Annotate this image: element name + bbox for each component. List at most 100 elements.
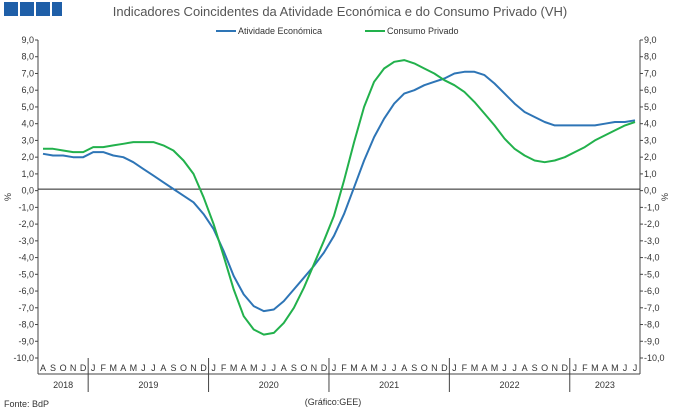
x-year-label: 2019 (138, 380, 158, 390)
y-tick-label-left: 1,0 (21, 169, 34, 179)
x-month-label: J (512, 363, 517, 373)
x-month-label: F (582, 363, 588, 373)
x-month-label: A (120, 363, 126, 373)
x-month-label: D (80, 363, 87, 373)
logo-square-2 (20, 2, 34, 16)
x-month-label: J (502, 363, 507, 373)
y-tick-label-right: 2,0 (644, 152, 657, 162)
x-month-label: D (562, 363, 569, 373)
x-month-label: S (50, 363, 56, 373)
y-tick-label-right: 7,0 (644, 68, 657, 78)
x-month-label: N (431, 363, 438, 373)
x-month-label: D (200, 363, 207, 373)
series-line-atividade (42, 70, 636, 313)
x-month-label: M (491, 363, 499, 373)
y-tick-label-left: 3,0 (21, 135, 34, 145)
y-tick-label-left: 0,0 (21, 186, 34, 196)
x-month-label: J (633, 363, 638, 373)
x-year-label: 2023 (595, 380, 615, 390)
y-tick-label-right: -7,0 (644, 303, 660, 313)
x-month-label: M (110, 363, 118, 373)
y-tick-label-left: -2,0 (18, 219, 34, 229)
x-month-label: A (160, 363, 166, 373)
chart-title: Indicadores Coincidentes da Atividade Ec… (113, 4, 568, 19)
x-month-label: N (190, 363, 197, 373)
x-month-label: A (40, 363, 46, 373)
x-month-label: M (230, 363, 238, 373)
legend: Atividade Económica Consumo Privado (216, 26, 459, 36)
y-tick-label-left: -1,0 (18, 202, 34, 212)
x-month-label: J (272, 363, 277, 373)
x-month-label: S (411, 363, 417, 373)
y-tick-label-left: 7,0 (21, 68, 34, 78)
logo-square-1 (4, 2, 18, 16)
x-month-label: A (602, 363, 608, 373)
x-month-label: M (471, 363, 479, 373)
x-month-label: A (241, 363, 247, 373)
y-tick-label-left: -8,0 (18, 320, 34, 330)
x-month-label: J (573, 363, 578, 373)
y-tick-label-left: -3,0 (18, 236, 34, 246)
x-month-label: F (221, 363, 227, 373)
x-month-label: M (250, 363, 258, 373)
legend-label-consumo: Consumo Privado (387, 26, 459, 36)
x-month-label: N (70, 363, 77, 373)
x-year-label: 2021 (379, 380, 399, 390)
year-labels: 2018 2019 2020 2021 2022 2023 (53, 358, 615, 392)
y-tick-label-left: -5,0 (18, 269, 34, 279)
logo (4, 2, 62, 16)
y-tick-label-right: 8,0 (644, 52, 657, 62)
y-tick-label-right: 5,0 (644, 102, 657, 112)
x-month-label: A (522, 363, 528, 373)
footer-source: Fonte: BdP (4, 399, 49, 409)
x-month-label: M (370, 363, 378, 373)
x-month-label: D (441, 363, 448, 373)
x-month-label: J (382, 363, 387, 373)
x-month-label: O (421, 363, 428, 373)
legend-label-atividade: Atividade Económica (238, 26, 322, 36)
y-tick-label-left: -6,0 (18, 286, 34, 296)
y-tick-label-right: -4,0 (644, 253, 660, 263)
x-month-label: A (401, 363, 407, 373)
y-tick-label-right: 9,0 (644, 35, 657, 45)
y-tick-label-right: -2,0 (644, 219, 660, 229)
series-line-consumo (43, 59, 636, 336)
footer-credit: (Gráfico:GEE) (305, 397, 362, 407)
y-tick-label-left: 6,0 (21, 85, 34, 95)
y-tick-label-left: -7,0 (18, 303, 34, 313)
x-month-label: A (361, 363, 367, 373)
x-month-label: A (281, 363, 287, 373)
y-tick-label-right: -6,0 (644, 286, 660, 296)
y-tick-label-left: -9,0 (18, 336, 34, 346)
series-lines (42, 59, 636, 336)
x-month-label: O (180, 363, 187, 373)
y-tick-label-right: 0,0 (644, 186, 657, 196)
y-tick-label-right: 3,0 (644, 135, 657, 145)
x-month-label: J (141, 363, 146, 373)
x-year-label: 2022 (500, 380, 520, 390)
y-tick-label-left: 5,0 (21, 102, 34, 112)
x-month-label: S (532, 363, 538, 373)
x-month-label: O (300, 363, 307, 373)
y-tick-label-right: -5,0 (644, 269, 660, 279)
y-tick-label-right: -1,0 (644, 202, 660, 212)
y-tick-label-left: 4,0 (21, 119, 34, 129)
x-month-label: S (291, 363, 297, 373)
x-month-label: J (262, 363, 267, 373)
x-month-label: J (623, 363, 628, 373)
x-month-label: M (591, 363, 599, 373)
x-month-label: J (91, 363, 96, 373)
x-month-label: F (100, 363, 106, 373)
left-axis-unit: % (3, 193, 13, 201)
y-tick-label-left: -10,0 (13, 353, 34, 363)
x-month-label: M (611, 363, 619, 373)
x-month-label: D (321, 363, 328, 373)
y-tick-label-left: 8,0 (21, 52, 34, 62)
x-year-label: 2020 (259, 380, 279, 390)
logo-square-3 (36, 2, 50, 16)
x-month-label: J (211, 363, 216, 373)
x-month-label: S (170, 363, 176, 373)
y-tick-label-right: 6,0 (644, 85, 657, 95)
